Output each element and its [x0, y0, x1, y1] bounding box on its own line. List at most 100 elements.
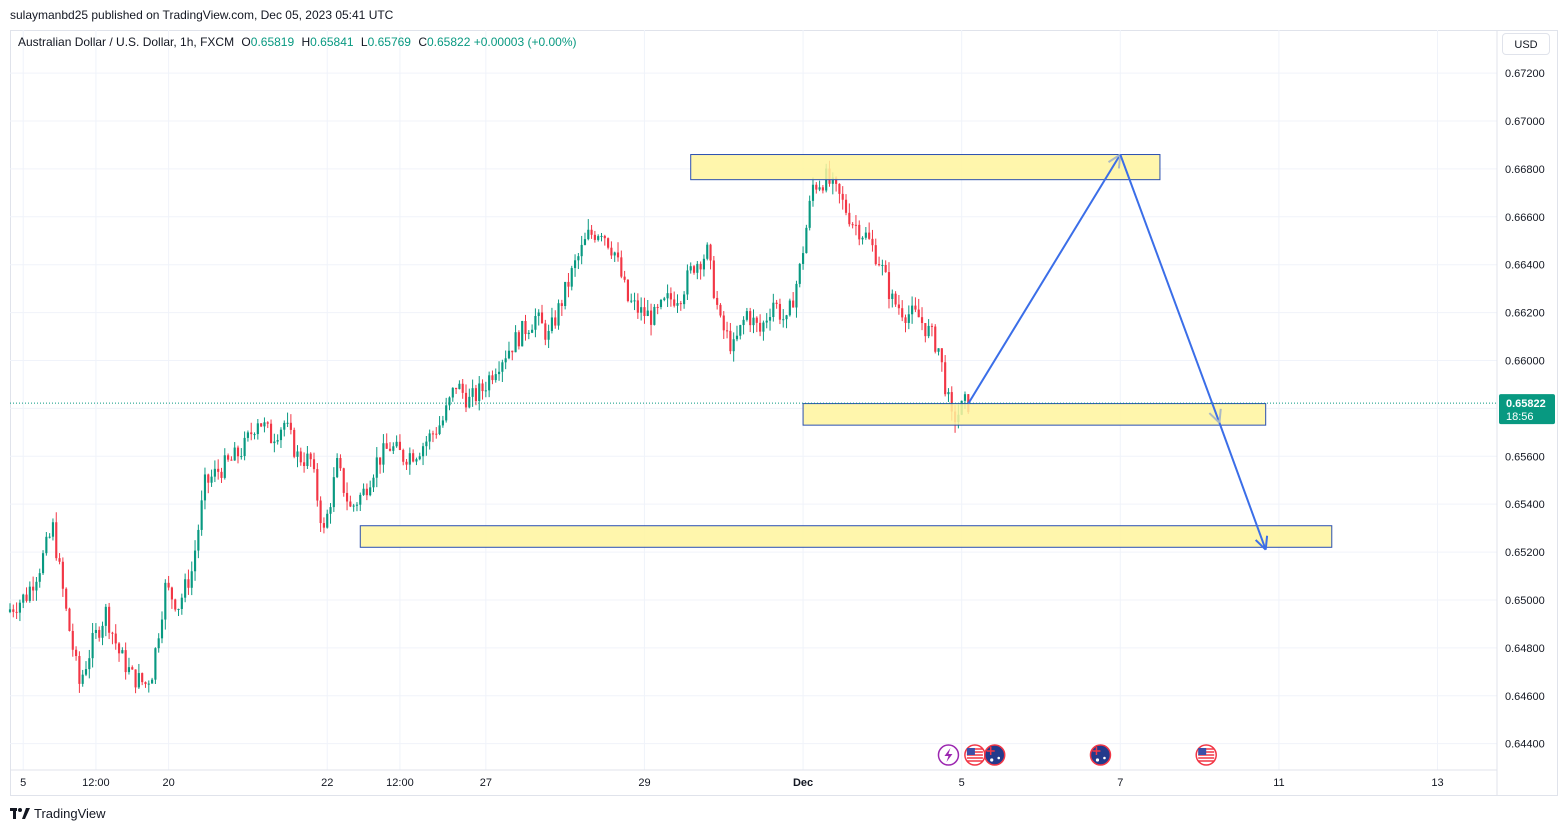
candle-body: [438, 425, 441, 435]
candle-body: [607, 238, 610, 248]
candle-body: [507, 350, 511, 359]
candle-body: [805, 227, 808, 254]
candle-body: [504, 358, 507, 363]
candle-body: [117, 643, 121, 654]
candle-body: [474, 388, 478, 402]
candle-body: [844, 199, 848, 213]
au-flag-icon[interactable]: [983, 744, 1006, 766]
candle-body: [491, 375, 494, 381]
projection-arrowhead: [1218, 408, 1222, 423]
time-tick-label: Dec: [793, 777, 813, 789]
candle-body: [861, 237, 864, 240]
candle-body: [299, 451, 302, 463]
candle-body: [854, 224, 858, 226]
candle-body: [653, 306, 656, 325]
candle-body: [167, 582, 170, 588]
candle-body: [729, 330, 732, 352]
chart-frame: [10, 30, 1558, 796]
lightning-icon[interactable]: [937, 744, 960, 766]
us-flag-icon[interactable]: [964, 744, 986, 766]
candle-body: [8, 609, 12, 612]
candle-body: [907, 314, 910, 323]
candle-body: [531, 329, 534, 333]
candle-body: [577, 256, 580, 261]
candle-body: [636, 300, 639, 313]
currency-button[interactable]: USD: [1502, 33, 1550, 55]
candle-body: [32, 586, 35, 591]
candle-body: [154, 648, 157, 680]
candle-body: [233, 447, 236, 461]
price-tick-label: 0.66200: [1505, 308, 1545, 320]
candle-body: [497, 371, 501, 375]
candle-body: [920, 317, 924, 324]
candle-body: [164, 582, 167, 620]
chart-legend: Australian Dollar / U.S. Dollar, 1h, FXC…: [18, 34, 576, 50]
candle-body: [963, 394, 967, 401]
candle-body: [435, 433, 438, 435]
candle-body: [306, 453, 309, 467]
candle-body: [68, 608, 71, 631]
candle-body: [564, 281, 567, 307]
candle-body: [739, 325, 742, 336]
candle-body: [782, 319, 785, 321]
price-tick-label: 0.66400: [1505, 260, 1545, 272]
candle-body: [71, 630, 74, 650]
candle-body: [524, 321, 527, 335]
candle-body: [692, 266, 696, 273]
symbol-label[interactable]: Australian Dollar / U.S. Dollar, 1h, FXC…: [18, 35, 235, 49]
candle-body: [458, 383, 461, 390]
candle-body: [891, 293, 894, 300]
candle-body: [276, 440, 279, 442]
candle-body: [835, 177, 838, 184]
candle-body: [200, 500, 203, 530]
support-resistance-zone[interactable]: [802, 403, 1267, 426]
candle-body: [18, 602, 21, 613]
candle-body: [649, 310, 653, 325]
candle-body: [187, 579, 190, 588]
us-flag-icon[interactable]: [1195, 744, 1217, 766]
candle-body: [296, 451, 299, 457]
candle-body: [250, 432, 253, 435]
candle-body: [874, 245, 877, 265]
candle-body: [511, 350, 514, 353]
time-tick-label: 7: [1117, 777, 1123, 789]
candle-body: [944, 362, 947, 395]
support-resistance-zone[interactable]: [359, 525, 1333, 548]
support-resistance-zone[interactable]: [690, 154, 1161, 181]
candle-body: [240, 456, 243, 458]
candle-body: [193, 550, 197, 572]
candle-body: [544, 323, 547, 340]
candle-body: [322, 523, 325, 528]
candle-body: [170, 587, 173, 600]
candle-body: [157, 638, 160, 649]
candle-body: [428, 433, 431, 442]
candle-body: [868, 232, 871, 239]
candle-body: [712, 260, 715, 298]
candle-body: [858, 224, 861, 240]
candle-body: [61, 561, 64, 589]
au-flag-icon[interactable]: [1089, 744, 1112, 766]
candle-body: [762, 322, 765, 332]
candle-body: [901, 308, 904, 318]
candle-body: [104, 606, 107, 626]
candle-body: [659, 299, 663, 308]
high-value: 0.65841: [310, 35, 354, 49]
candle-body: [894, 293, 897, 305]
candle-body: [623, 276, 626, 280]
candle-body: [778, 303, 782, 320]
candle-body: [395, 441, 398, 447]
projection-arrowhead: [1208, 412, 1221, 424]
candle-body: [260, 423, 263, 427]
candle-body: [137, 673, 140, 688]
footer-brand: TradingView: [10, 804, 106, 824]
price-tick-label: 0.65400: [1505, 499, 1545, 511]
candle-body: [316, 469, 319, 501]
candle-body: [686, 270, 689, 295]
time-tick-label: 13: [1431, 777, 1443, 789]
candle-body: [12, 609, 15, 612]
price-tick-label: 0.65000: [1505, 595, 1545, 607]
candle-body: [924, 323, 927, 337]
candle-body: [590, 229, 593, 235]
time-tick-label: 11: [1273, 777, 1284, 789]
